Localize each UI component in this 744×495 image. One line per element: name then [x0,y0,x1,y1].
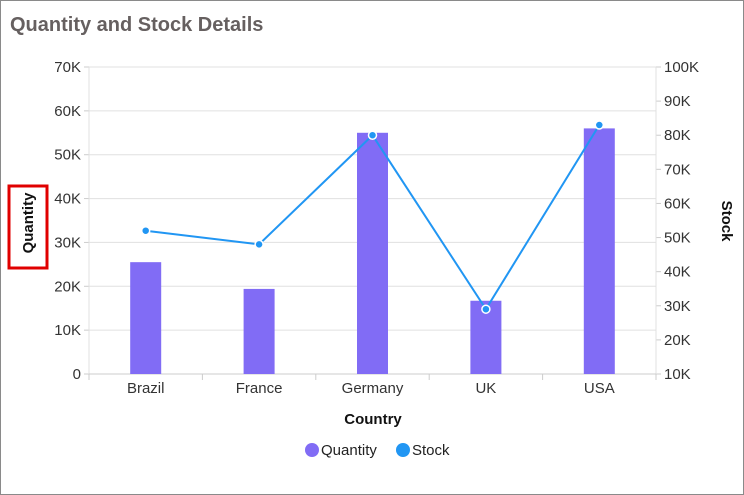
y2-tick-label: 40K [664,264,691,281]
bar-germany [357,132,388,374]
y-tick-label: 10K [54,322,81,339]
y-tick-label: 70K [54,59,81,76]
legend-stock-marker [396,443,410,457]
y-tick-label: 60K [54,103,81,120]
stock-point-usa [594,120,605,130]
y-axis-title: Quantity [20,192,37,253]
y2-axis-title: Stock [718,201,735,243]
y2-tick-label: 90K [664,93,691,110]
y2-tick-label: 50K [664,230,691,247]
bar-usa [583,128,615,374]
legend-quantity-label: Quantity [321,442,377,459]
x-tick-label: USA [584,380,615,397]
y2-tick-label: 60K [664,195,691,212]
stock-point-uk [481,304,491,314]
y2-tick-label: 70K [664,161,691,178]
stock-point-france [254,239,264,250]
x-tick-label: Germany [342,380,404,397]
y-tick-label: 40K [54,191,81,208]
y-tick-label: 50K [54,147,81,164]
highlight-box [7,184,49,270]
y-tick-label: 20K [54,278,81,295]
stock-point-germany [367,130,378,140]
y2-tick-label: 20K [664,332,691,349]
legend-quantity-marker [305,443,319,457]
stock-point-brazil [140,225,151,236]
bar-brazil [130,262,162,374]
x-axis-title: Country [344,411,402,428]
y2-tick-label: 10K [664,366,691,383]
x-tick-label: Brazil [127,380,165,397]
y-tick-label: 0 [73,366,81,383]
y2-tick-label: 100K [664,59,699,76]
y2-tick-label: 80K [664,127,691,144]
chart-title: Quantity and Stock Details [10,14,264,36]
y2-tick-label: 30K [664,298,691,315]
y-tick-label: 30K [54,234,81,251]
bar-france [243,288,275,374]
x-tick-label: France [236,380,283,397]
x-tick-label: UK [475,380,496,397]
legend-stock-label: Stock [412,442,450,459]
